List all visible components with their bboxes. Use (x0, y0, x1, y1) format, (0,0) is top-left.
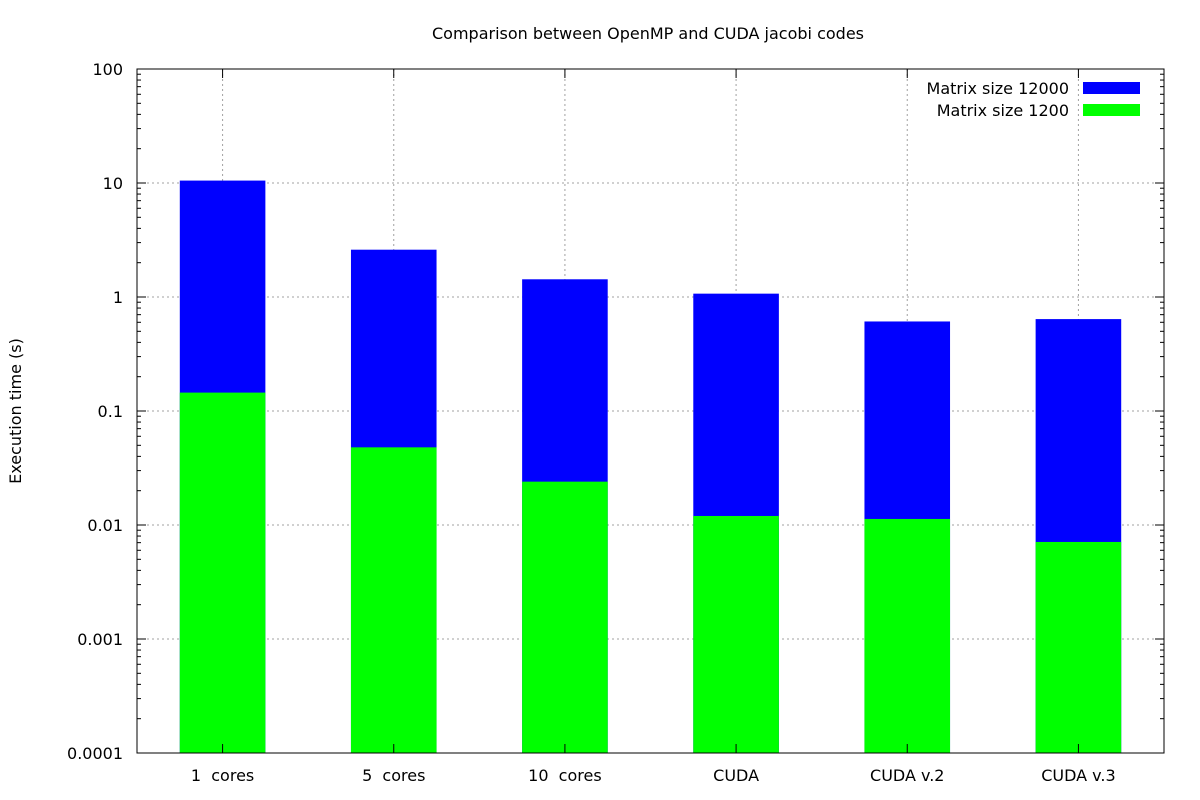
legend-swatch (1083, 82, 1140, 94)
bars (179, 180, 1122, 754)
x-tick-label: CUDA v.2 (870, 766, 944, 785)
bar-matrix-1200 (179, 392, 266, 753)
x-tick-label: 5 cores (362, 766, 425, 785)
y-tick-label: 0.1 (98, 402, 123, 421)
bar-matrix-1200 (1035, 541, 1122, 753)
legend-label: Matrix size 12000 (927, 79, 1069, 98)
chart-title: Comparison between OpenMP and CUDA jacob… (432, 24, 864, 43)
legend-label: Matrix size 1200 (937, 101, 1069, 120)
x-tick-label: 1 cores (191, 766, 254, 785)
y-tick-label: 100 (92, 60, 123, 79)
legend-swatch (1083, 104, 1140, 116)
y-axis-label: Execution time (s) (6, 338, 25, 484)
legend: Matrix size 12000 Matrix size 1200 (927, 79, 1140, 120)
x-tick-label: 10 cores (528, 766, 602, 785)
grid (137, 69, 1164, 753)
y-tick-label: 10 (103, 174, 123, 193)
y-tick-label: 0.001 (77, 630, 123, 649)
bar-matrix-1200 (522, 481, 608, 753)
x-tick-label: CUDA (713, 766, 759, 785)
y-tick-label: 0.01 (87, 516, 123, 535)
y-tick-label: 1 (113, 288, 123, 307)
bar-matrix-1200 (350, 447, 437, 753)
y-tick-label: 0.0001 (67, 744, 123, 763)
bar-matrix-1200 (693, 515, 779, 753)
bar-matrix-1200 (864, 518, 951, 753)
ticks: 100 10 1 0.1 0.01 0.001 0.0001 1 cores 5 cores 10… (67, 60, 1164, 785)
x-tick-label: CUDA v.3 (1041, 766, 1115, 785)
plot-frame (136, 68, 1165, 754)
